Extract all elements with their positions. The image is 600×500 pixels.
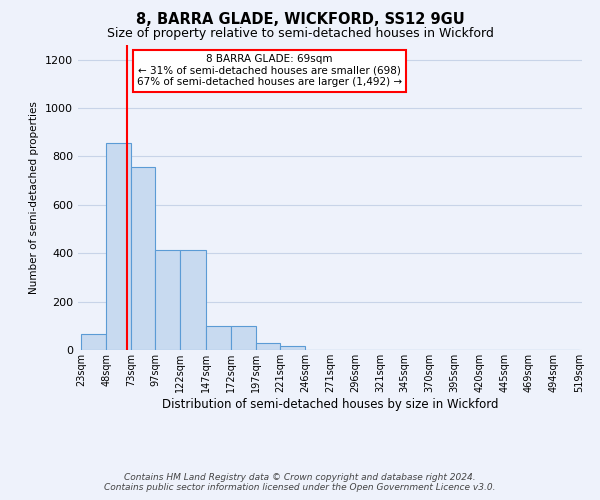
Text: 8 BARRA GLADE: 69sqm
← 31% of semi-detached houses are smaller (698)
67% of semi: 8 BARRA GLADE: 69sqm ← 31% of semi-detac… <box>137 54 402 88</box>
Bar <box>181 250 206 350</box>
Text: Size of property relative to semi-detached houses in Wickford: Size of property relative to semi-detach… <box>107 28 493 40</box>
Bar <box>256 343 280 350</box>
Text: Contains HM Land Registry data © Crown copyright and database right 2024.
Contai: Contains HM Land Registry data © Crown c… <box>104 473 496 492</box>
X-axis label: Distribution of semi-detached houses by size in Wickford: Distribution of semi-detached houses by … <box>162 398 498 410</box>
Text: 8, BARRA GLADE, WICKFORD, SS12 9GU: 8, BARRA GLADE, WICKFORD, SS12 9GU <box>136 12 464 28</box>
Bar <box>81 334 106 350</box>
Bar <box>155 250 181 350</box>
Y-axis label: Number of semi-detached properties: Number of semi-detached properties <box>29 101 40 294</box>
Bar <box>131 167 155 350</box>
Bar <box>106 143 131 350</box>
Bar <box>230 326 256 350</box>
Bar <box>280 346 305 350</box>
Bar <box>206 326 230 350</box>
